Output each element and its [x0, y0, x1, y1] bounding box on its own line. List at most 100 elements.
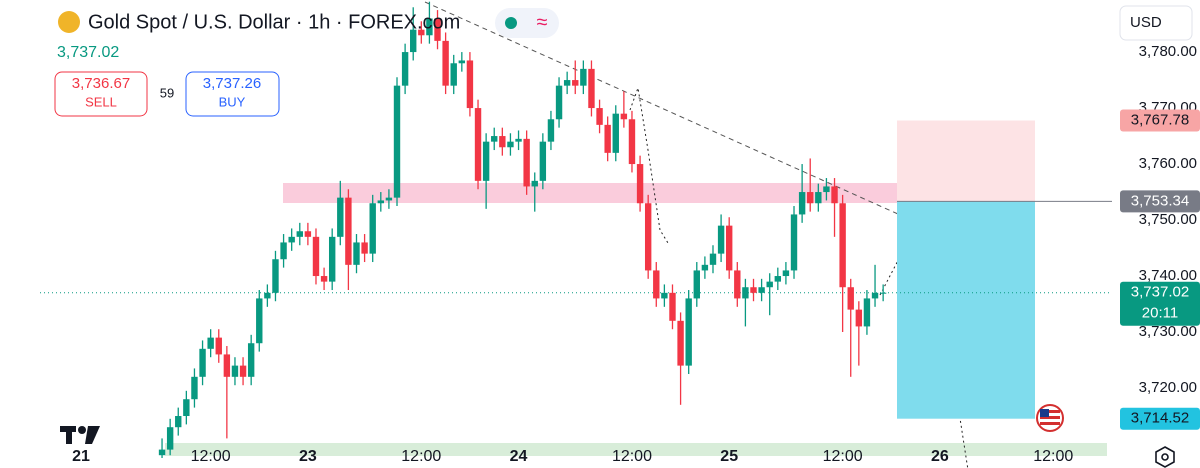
x-tick-label: 21 — [72, 448, 90, 465]
candle-body — [823, 186, 830, 193]
currency-button[interactable] — [1119, 5, 1193, 41]
candle-body — [337, 197, 344, 237]
candle-body — [669, 292, 676, 321]
candle-body — [596, 108, 603, 125]
trend-line — [424, 1, 1006, 263]
candle-body — [661, 292, 668, 299]
candle-body — [450, 63, 457, 86]
candle-body — [434, 18, 441, 41]
candle-body — [782, 270, 790, 277]
candle-body — [264, 292, 271, 299]
candle-body — [272, 259, 279, 293]
candle-body — [215, 337, 222, 355]
price-tag-label: 3,767.78 — [1131, 111, 1189, 128]
candle-body — [499, 136, 506, 148]
sell-label: SELL — [85, 94, 117, 109]
currency: USD — [1130, 14, 1162, 31]
x-tick-label: 12:00 — [823, 448, 863, 465]
x-tick-label: 12:00 — [401, 448, 441, 465]
candle-body — [491, 136, 498, 142]
logo — [60, 426, 100, 444]
candle-body — [393, 85, 401, 198]
status-pill[interactable] — [495, 8, 559, 38]
candle-body — [604, 124, 611, 153]
sell-price: 3,736.67 — [72, 75, 130, 92]
candle-body — [701, 264, 709, 271]
buy-button[interactable] — [185, 71, 280, 117]
candle-body — [199, 348, 206, 377]
candle-body — [612, 113, 619, 153]
candle-body — [175, 416, 182, 428]
candle-body — [807, 192, 814, 204]
stop-zone — [897, 120, 1035, 202]
price-tag — [1120, 281, 1200, 326]
candle-body — [256, 298, 263, 344]
candle-body — [628, 119, 636, 165]
candle-body — [280, 242, 287, 260]
candle-body — [410, 29, 417, 53]
candle-body — [474, 108, 482, 181]
buy-label: BUY — [219, 94, 246, 109]
x-tick-label: 25 — [720, 448, 738, 465]
x-tick-label: 23 — [299, 448, 317, 465]
candle-body — [304, 231, 312, 237]
candle-body — [774, 276, 782, 282]
price-tag — [1120, 109, 1200, 132]
candle-body — [345, 197, 352, 265]
candle-body — [231, 365, 239, 377]
candle-body — [766, 281, 773, 288]
buy-price: 3,737.26 — [203, 75, 261, 92]
settings-icon[interactable] — [1155, 446, 1175, 468]
candle-body — [223, 354, 231, 377]
y-tick-label: 3,780.00 — [1139, 43, 1197, 60]
candle-body — [547, 119, 555, 142]
candle-body — [361, 242, 368, 254]
x-tick-label: 24 — [510, 448, 528, 465]
candle-body — [685, 298, 692, 366]
projection-line — [629, 86, 669, 244]
candle-body — [620, 113, 628, 120]
candle-body — [442, 40, 449, 86]
status-icon: ≈ — [537, 11, 548, 33]
price-tag-label: 3,753.34 — [1131, 192, 1189, 209]
candle-body — [717, 225, 725, 254]
countdown: 20:11 — [1142, 305, 1178, 322]
candle-body — [320, 276, 328, 282]
candle-body — [653, 270, 660, 299]
price-tag-label: 3,737.02 — [1131, 284, 1189, 301]
candle-body — [515, 138, 522, 142]
candle-body — [183, 399, 190, 417]
candle-body — [207, 337, 214, 349]
candle-body — [191, 376, 198, 400]
candle-body — [588, 68, 595, 109]
candle-body — [328, 236, 336, 282]
candle-body — [247, 343, 255, 377]
candle-body — [709, 253, 717, 265]
last-price: 3,737.02 — [57, 44, 119, 61]
candle-body — [871, 292, 879, 299]
candle-body — [507, 141, 514, 148]
y-tick-label: 3,730.00 — [1139, 323, 1197, 340]
candle-body — [742, 287, 749, 299]
x-tick-label: 12:00 — [191, 448, 231, 465]
market-open-dot — [505, 17, 517, 29]
candle-body — [166, 427, 174, 450]
x-tick-label: 12:00 — [1033, 448, 1073, 465]
candle-body — [482, 141, 490, 181]
sell-button[interactable] — [54, 71, 148, 117]
symbol-title: Gold Spot / U.S. Dollar · 1h · FOREX.com — [88, 11, 460, 33]
candle-body — [815, 192, 822, 204]
candle-body — [644, 203, 652, 271]
candle-body — [879, 292, 887, 294]
flag-icon — [1036, 404, 1064, 432]
candle-body — [693, 270, 700, 299]
candle-body — [863, 298, 871, 327]
candle-body — [572, 80, 579, 86]
spread: 59 — [160, 85, 174, 100]
candle-body — [677, 320, 684, 366]
price-tag — [1120, 190, 1200, 213]
candle-body — [523, 138, 530, 187]
candle-body — [750, 287, 757, 293]
candle-body — [758, 287, 765, 293]
